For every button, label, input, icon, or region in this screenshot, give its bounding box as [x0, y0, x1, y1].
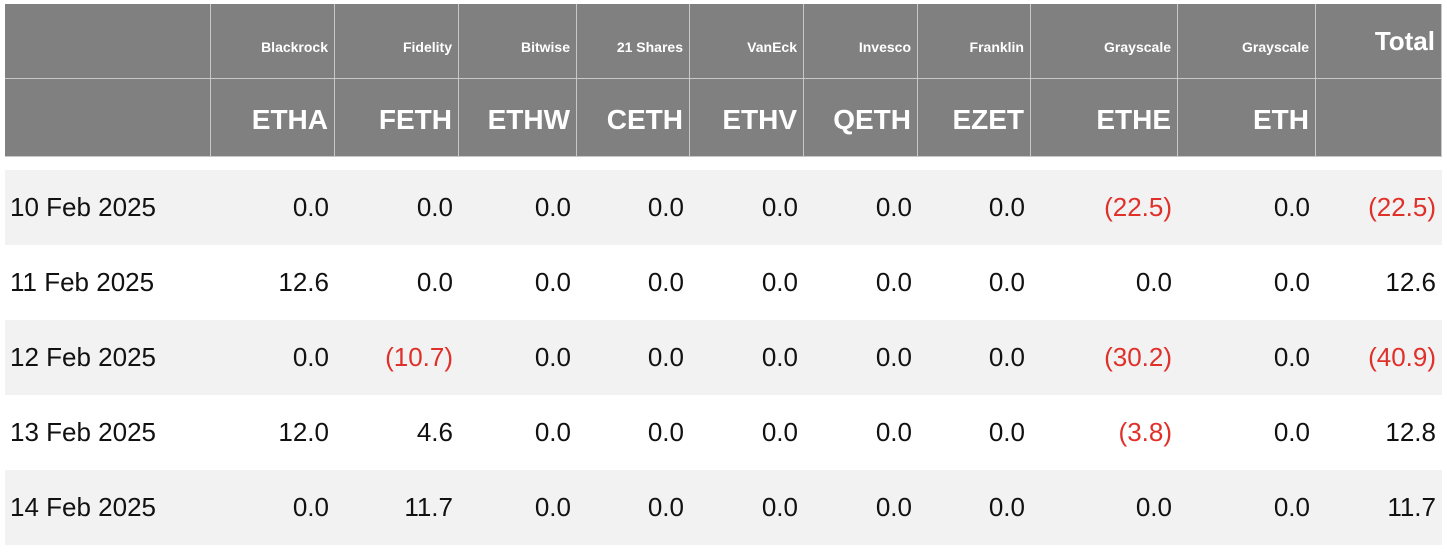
flow-cell: 0.0 [577, 245, 690, 320]
flow-cell: 0.0 [1178, 245, 1316, 320]
total-cell: 12.6 [1316, 245, 1442, 320]
flow-cell: 0.0 [1178, 170, 1316, 245]
ticker-label: ETHW [459, 79, 577, 157]
flow-cell: 0.0 [1178, 470, 1316, 545]
issuer-label: Blackrock [211, 4, 335, 79]
flow-cell: 0.0 [459, 320, 577, 395]
ticker-label: EZET [918, 79, 1031, 157]
flow-cell: 12.6 [211, 245, 335, 320]
flow-cell: (10.7) [335, 320, 459, 395]
flow-cell: 4.6 [335, 395, 459, 470]
flow-cell: 0.0 [804, 245, 918, 320]
flow-cell: 0.0 [690, 320, 804, 395]
ticker-label: ETHV [690, 79, 804, 157]
row-date: 13 Feb 2025 [5, 395, 211, 470]
issuer-label: 21 Shares [577, 4, 690, 79]
flow-cell: 0.0 [690, 470, 804, 545]
flow-cell: 0.0 [459, 470, 577, 545]
flow-cell: 0.0 [459, 395, 577, 470]
flow-cell: 0.0 [335, 170, 459, 245]
flow-cell: 0.0 [577, 470, 690, 545]
ticker-label: QETH [804, 79, 918, 157]
total-cell: (40.9) [1316, 320, 1442, 395]
flow-cell: 0.0 [918, 170, 1031, 245]
issuer-label: Invesco [804, 4, 918, 79]
ticker-label: ETH [1178, 79, 1316, 157]
header-corner [5, 79, 211, 157]
row-date: 10 Feb 2025 [5, 170, 211, 245]
ticker-label: CETH [577, 79, 690, 157]
flow-cell: 0.0 [804, 170, 918, 245]
issuer-label: Grayscale [1178, 4, 1316, 79]
issuer-label: Grayscale [1031, 4, 1178, 79]
ticker-label: ETHA [211, 79, 335, 157]
flow-cell: 11.7 [335, 470, 459, 545]
flow-cell: 0.0 [690, 170, 804, 245]
flow-cell: 0.0 [690, 245, 804, 320]
row-date: 14 Feb 2025 [5, 470, 211, 545]
flow-cell: 0.0 [918, 245, 1031, 320]
ticker-label: FETH [335, 79, 459, 157]
flow-cell: 0.0 [1031, 245, 1178, 320]
flow-cell: 0.0 [459, 245, 577, 320]
ticker-label: ETHE [1031, 79, 1178, 157]
flow-cell: (3.8) [1031, 395, 1178, 470]
flow-cell: 0.0 [335, 245, 459, 320]
issuer-label: Franklin [918, 4, 1031, 79]
flow-cell: (22.5) [1031, 170, 1178, 245]
flow-cell: (30.2) [1031, 320, 1178, 395]
flow-cell: 0.0 [918, 470, 1031, 545]
flow-cell: 0.0 [918, 320, 1031, 395]
flow-cell: 0.0 [804, 395, 918, 470]
row-date: 11 Feb 2025 [5, 245, 211, 320]
flow-cell: 0.0 [1031, 470, 1178, 545]
flow-cell: 0.0 [804, 320, 918, 395]
flow-cell: 0.0 [211, 170, 335, 245]
flow-cell: 0.0 [1178, 320, 1316, 395]
total-label: Total [1316, 4, 1442, 79]
flow-cell: 0.0 [690, 395, 804, 470]
flow-cell: 0.0 [1178, 395, 1316, 470]
flow-cell: 0.0 [577, 320, 690, 395]
issuer-label: VanEck [690, 4, 804, 79]
row-date: 12 Feb 2025 [5, 320, 211, 395]
total-header-blank [1316, 79, 1442, 157]
header-corner [5, 4, 211, 79]
issuer-label: Fidelity [335, 4, 459, 79]
flow-cell: 0.0 [577, 170, 690, 245]
total-cell: (22.5) [1316, 170, 1442, 245]
flow-cell: 0.0 [459, 170, 577, 245]
flow-cell: 0.0 [211, 320, 335, 395]
flow-cell: 0.0 [804, 470, 918, 545]
flow-cell: 0.0 [577, 395, 690, 470]
total-cell: 12.8 [1316, 395, 1442, 470]
total-cell: 11.7 [1316, 470, 1442, 545]
issuer-label: Bitwise [459, 4, 577, 79]
flow-cell: 12.0 [211, 395, 335, 470]
flow-cell: 0.0 [918, 395, 1031, 470]
flow-cell: 0.0 [211, 470, 335, 545]
